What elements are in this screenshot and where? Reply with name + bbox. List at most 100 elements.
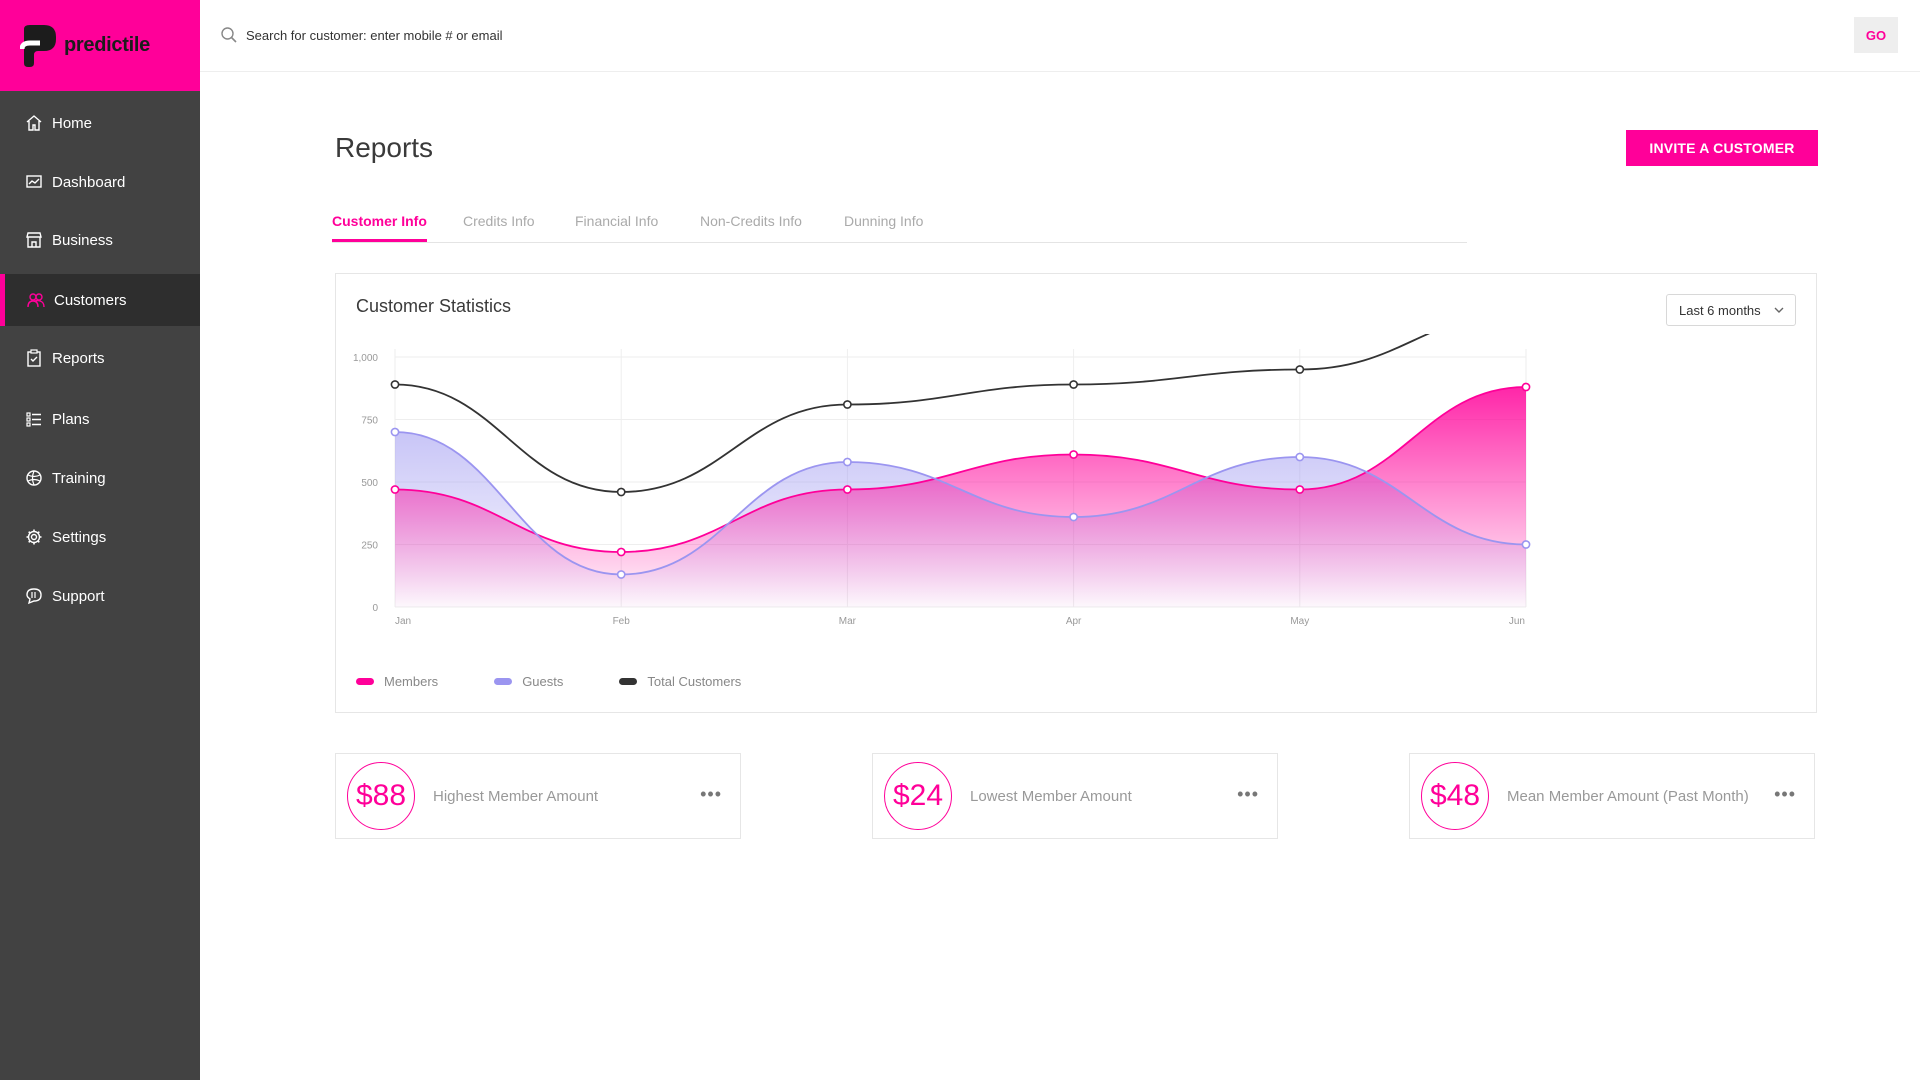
sidebar: predictile Home Dashboard Business Custo… bbox=[0, 0, 200, 1080]
ball-icon bbox=[25, 469, 43, 487]
gear-icon bbox=[25, 528, 43, 546]
stat-card-lowest: $24 Lowest Member Amount ••• bbox=[872, 753, 1278, 839]
legend-item-members[interactable]: Members bbox=[356, 674, 438, 689]
page-title: Reports bbox=[335, 132, 434, 163]
stat-label: Lowest Member Amount bbox=[970, 788, 1132, 805]
search-input[interactable] bbox=[246, 22, 946, 48]
y-tick-label: 1,000 bbox=[353, 353, 378, 364]
brand-name: predictile bbox=[64, 34, 150, 56]
more-icon[interactable]: ••• bbox=[1237, 784, 1259, 804]
chevron-down-icon bbox=[1773, 304, 1785, 316]
data-point-total-customers bbox=[1295, 365, 1305, 374]
x-tick-label: Jan bbox=[395, 616, 411, 627]
chart-title: Customer Statistics bbox=[356, 296, 512, 316]
sidebar-item-reports[interactable]: Reports bbox=[0, 332, 200, 384]
search-icon bbox=[220, 26, 238, 44]
data-point-total-customers bbox=[616, 487, 626, 497]
chat-icon bbox=[25, 587, 43, 605]
data-point-members bbox=[1295, 485, 1305, 494]
series-area-members bbox=[395, 387, 1526, 607]
data-point-members bbox=[616, 547, 626, 557]
data-point-guests bbox=[842, 457, 852, 467]
data-point-guests bbox=[1295, 452, 1305, 462]
x-tick-label: May bbox=[1290, 616, 1309, 627]
legend-item-guests[interactable]: Guests bbox=[494, 674, 563, 689]
legend-label: Members bbox=[384, 674, 439, 689]
data-point-guests bbox=[1521, 540, 1531, 549]
data-point-members bbox=[1069, 450, 1078, 459]
customer-statistics-card: Customer Statistics Last 6 months 0 250 50… bbox=[335, 273, 1817, 713]
stat-card-highest: $88 Highest Member Amount ••• bbox=[335, 753, 741, 839]
legend-swatch bbox=[356, 678, 374, 685]
sidebar-item-settings[interactable]: Settings bbox=[0, 511, 200, 563]
data-point-total-customers bbox=[842, 400, 852, 409]
customer-statistics-chart: 0 250 500 750 1,000 Jan Feb Mar Apr May Jun bbox=[353, 334, 1531, 627]
sidebar-item-customers[interactable]: Customers bbox=[0, 274, 200, 326]
top-bar: GO bbox=[200, 0, 1920, 72]
report-tabs: Customer Info Credits Info Financial Inf… bbox=[332, 205, 1467, 243]
store-icon bbox=[25, 231, 43, 249]
more-icon[interactable]: ••• bbox=[1774, 784, 1796, 804]
more-icon[interactable]: ••• bbox=[700, 784, 722, 804]
data-point-guests bbox=[1069, 512, 1078, 522]
data-point-total-customers bbox=[1069, 380, 1078, 389]
clipboard-icon bbox=[25, 349, 43, 367]
tab-credits-info[interactable]: Credits Info bbox=[463, 213, 535, 229]
legend-item-total-customers[interactable]: Total Customers bbox=[619, 674, 741, 689]
range-select-value: Last 6 months bbox=[1679, 302, 1761, 318]
tab-dunning-info[interactable]: Dunning Info bbox=[844, 213, 924, 229]
x-tick-label: Apr bbox=[1066, 616, 1082, 627]
sidebar-item-label: Business bbox=[52, 231, 113, 249]
series-line-members bbox=[394, 386, 1527, 553]
go-button[interactable]: GO bbox=[1854, 17, 1898, 53]
sidebar-item-training[interactable]: Training bbox=[0, 452, 200, 504]
y-tick-label: 500 bbox=[361, 478, 378, 489]
sidebar-item-business[interactable]: Business bbox=[0, 214, 200, 266]
chart-legend: Members Guests Total Customers bbox=[356, 674, 797, 689]
logo[interactable]: predictile bbox=[0, 0, 200, 91]
sidebar-item-support[interactable]: Support bbox=[0, 570, 200, 622]
sidebar-item-label: Training bbox=[52, 469, 106, 487]
tab-customer-info[interactable]: Customer Info bbox=[332, 213, 427, 242]
y-tick-label: 250 bbox=[361, 541, 378, 552]
sidebar-item-label: Customers bbox=[54, 291, 127, 309]
range-select[interactable]: Last 6 months bbox=[1666, 294, 1796, 326]
x-tick-label: Mar bbox=[839, 616, 857, 627]
stat-label: Mean Member Amount (Past Month) bbox=[1507, 788, 1749, 805]
tab-non-credits-info[interactable]: Non-Credits Info bbox=[700, 213, 802, 229]
sidebar-item-plans[interactable]: Plans bbox=[0, 393, 200, 445]
stat-value: $88 bbox=[347, 762, 415, 830]
users-icon bbox=[27, 291, 45, 309]
stat-value: $24 bbox=[884, 762, 952, 830]
legend-label: Total Customers bbox=[647, 674, 742, 689]
sidebar-item-label: Home bbox=[52, 114, 93, 132]
legend-swatch bbox=[619, 678, 638, 685]
y-tick-label: 750 bbox=[361, 416, 378, 427]
sidebar-item-dashboard[interactable]: Dashboard bbox=[0, 156, 200, 208]
data-point-guests bbox=[390, 427, 400, 437]
stat-label: Highest Member Amount bbox=[433, 788, 599, 805]
y-tick-label: 0 bbox=[372, 603, 378, 614]
sidebar-item-label: Support bbox=[52, 587, 105, 605]
data-point-guests bbox=[616, 570, 626, 579]
sidebar-item-label: Dashboard bbox=[52, 173, 126, 191]
legend-label: Guests bbox=[522, 674, 564, 689]
sidebar-item-label: Reports bbox=[52, 349, 105, 367]
tab-financial-info[interactable]: Financial Info bbox=[575, 213, 659, 229]
data-point-total-customers bbox=[390, 380, 400, 389]
invite-customer-button[interactable]: INVITE A CUSTOMER bbox=[1626, 130, 1818, 166]
x-tick-label: Feb bbox=[613, 616, 631, 627]
sidebar-item-label: Settings bbox=[52, 528, 107, 546]
sidebar-item-label: Plans bbox=[52, 410, 90, 428]
legend-swatch bbox=[494, 678, 513, 685]
list-icon bbox=[25, 410, 43, 428]
dashboard-icon bbox=[25, 173, 43, 191]
sidebar-item-home[interactable]: Home bbox=[0, 97, 200, 149]
data-point-members bbox=[390, 485, 400, 494]
x-tick-label: Jun bbox=[1509, 616, 1525, 627]
series-line-guests bbox=[394, 431, 1527, 576]
data-point-members bbox=[842, 485, 852, 494]
stat-card-mean: $48 Mean Member Amount (Past Month) ••• bbox=[1409, 753, 1815, 839]
series-line-total-customers bbox=[394, 334, 1430, 493]
data-point-members bbox=[1521, 382, 1531, 392]
